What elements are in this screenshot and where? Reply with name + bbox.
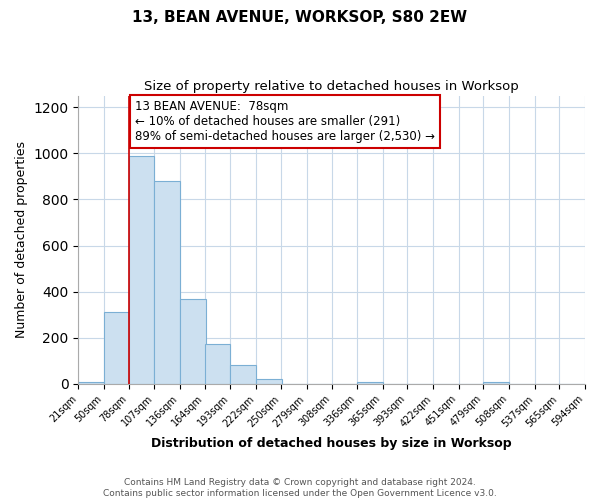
Bar bbox=[230, 365, 256, 384]
Text: Contains HM Land Registry data © Crown copyright and database right 2024.
Contai: Contains HM Land Registry data © Crown c… bbox=[103, 478, 497, 498]
Y-axis label: Number of detached properties: Number of detached properties bbox=[15, 141, 28, 338]
Bar bbox=[357, 382, 383, 384]
Title: Size of property relative to detached houses in Worksop: Size of property relative to detached ho… bbox=[145, 80, 519, 93]
Bar bbox=[154, 181, 180, 384]
Bar bbox=[129, 156, 154, 384]
Text: 13 BEAN AVENUE:  78sqm
← 10% of detached houses are smaller (291)
89% of semi-de: 13 BEAN AVENUE: 78sqm ← 10% of detached … bbox=[135, 100, 435, 143]
Text: 13, BEAN AVENUE, WORKSOP, S80 2EW: 13, BEAN AVENUE, WORKSOP, S80 2EW bbox=[133, 10, 467, 25]
Bar bbox=[180, 298, 206, 384]
Bar bbox=[256, 380, 282, 384]
X-axis label: Distribution of detached houses by size in Worksop: Distribution of detached houses by size … bbox=[151, 437, 512, 450]
Bar bbox=[104, 312, 130, 384]
Bar bbox=[79, 382, 104, 384]
Bar bbox=[484, 382, 509, 384]
Bar bbox=[205, 344, 230, 384]
